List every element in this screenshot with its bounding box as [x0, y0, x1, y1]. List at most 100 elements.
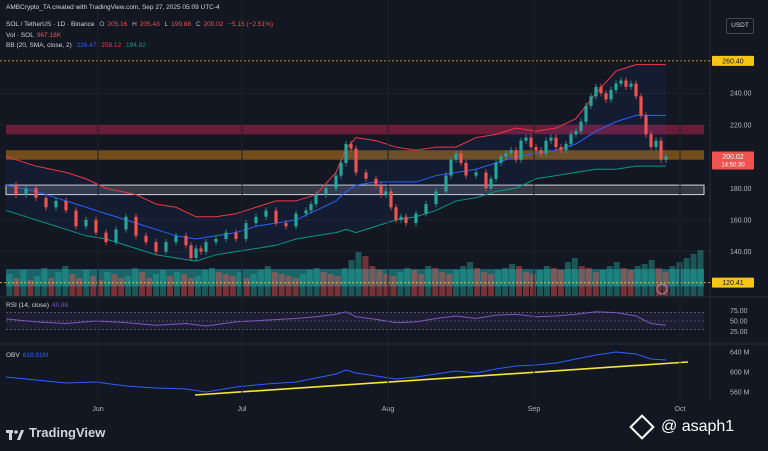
candle[interactable] — [464, 162, 468, 176]
candle[interactable] — [174, 235, 178, 243]
candle[interactable] — [569, 134, 573, 144]
candle[interactable] — [539, 150, 543, 154]
candle[interactable] — [324, 188, 328, 195]
candle[interactable] — [434, 191, 438, 205]
candle[interactable] — [394, 207, 398, 220]
candle[interactable] — [34, 188, 38, 198]
candle[interactable] — [379, 185, 383, 195]
candle[interactable] — [649, 134, 653, 148]
candle[interactable] — [44, 197, 48, 208]
tradingview-logo[interactable]: TradingView — [6, 425, 105, 440]
candle[interactable] — [504, 153, 508, 157]
candle[interactable] — [474, 172, 478, 176]
candle[interactable] — [374, 178, 378, 186]
candle[interactable] — [589, 96, 593, 106]
candle[interactable] — [104, 232, 108, 243]
candle[interactable] — [609, 90, 613, 100]
candle[interactable] — [494, 162, 498, 179]
candle[interactable] — [254, 216, 258, 224]
bb-lower-line[interactable] — [5, 165, 666, 262]
candle[interactable] — [334, 175, 338, 189]
candle[interactable] — [534, 147, 538, 151]
candle[interactable] — [644, 115, 648, 135]
candle[interactable] — [549, 137, 553, 141]
candle[interactable] — [194, 248, 198, 258]
support-zone[interactable] — [5, 184, 705, 196]
currency-button[interactable]: USDT — [726, 18, 754, 34]
candle[interactable] — [54, 200, 58, 208]
rsi-legend[interactable]: RSI (14, close) 40.88 — [6, 302, 69, 309]
resistance-zone[interactable] — [6, 124, 704, 135]
volume-zone[interactable] — [6, 269, 704, 287]
candle[interactable] — [264, 210, 268, 217]
candle[interactable] — [499, 156, 503, 163]
candle[interactable] — [574, 131, 578, 135]
candle[interactable] — [659, 140, 663, 160]
rsi-line[interactable] — [5, 311, 667, 327]
candle[interactable] — [524, 137, 528, 141]
candle[interactable] — [519, 140, 523, 160]
candle[interactable] — [274, 210, 278, 224]
candle[interactable] — [114, 229, 118, 243]
candle[interactable] — [344, 143, 348, 163]
candle[interactable] — [384, 191, 388, 195]
candle[interactable] — [14, 185, 18, 195]
candle[interactable] — [314, 194, 318, 205]
candle[interactable] — [559, 147, 563, 151]
price-tag[interactable] — [712, 55, 754, 66]
candle[interactable] — [544, 140, 548, 154]
candle[interactable] — [599, 86, 603, 94]
candle[interactable] — [154, 242, 158, 252]
candle[interactable] — [489, 178, 493, 189]
candle[interactable] — [459, 153, 463, 163]
candle[interactable] — [294, 213, 298, 227]
candle[interactable] — [629, 83, 633, 87]
candle[interactable] — [234, 232, 238, 239]
candle[interactable] — [84, 219, 88, 227]
candle[interactable] — [614, 83, 618, 91]
candle[interactable] — [124, 216, 128, 230]
candle[interactable] — [604, 93, 608, 100]
candle[interactable] — [444, 175, 448, 192]
candle[interactable] — [449, 159, 453, 176]
candle[interactable] — [579, 121, 583, 132]
candle[interactable] — [184, 235, 188, 246]
obv-trendline[interactable] — [194, 361, 689, 396]
candle[interactable] — [349, 143, 353, 149]
candle[interactable] — [584, 105, 588, 122]
candle[interactable] — [74, 210, 78, 227]
candle[interactable] — [664, 156, 668, 160]
candle[interactable] — [624, 80, 628, 87]
candle[interactable] — [564, 143, 568, 151]
candle[interactable] — [94, 219, 98, 233]
candle[interactable] — [309, 204, 313, 211]
candle[interactable] — [164, 242, 168, 252]
candle[interactable] — [189, 245, 193, 258]
candle[interactable] — [619, 80, 623, 84]
candle[interactable] — [214, 238, 218, 243]
candle[interactable] — [284, 223, 288, 227]
candle[interactable] — [144, 235, 148, 243]
symbol-label[interactable]: SOL / TetherUS · 1D · Binance — [6, 21, 95, 28]
candle[interactable] — [134, 216, 138, 236]
candle[interactable] — [199, 248, 203, 252]
candle[interactable] — [529, 137, 533, 148]
candle[interactable] — [404, 216, 408, 224]
candle[interactable] — [399, 216, 403, 220]
obv-line[interactable] — [5, 351, 667, 393]
candle[interactable] — [339, 162, 343, 176]
candle[interactable] — [554, 137, 558, 148]
price-tag[interactable] — [712, 277, 754, 288]
candle[interactable] — [364, 172, 368, 179]
candle[interactable] — [594, 86, 598, 97]
candle[interactable] — [24, 188, 28, 195]
candle[interactable] — [64, 200, 68, 211]
candle[interactable] — [454, 153, 458, 160]
candle[interactable] — [224, 232, 228, 239]
candle[interactable] — [639, 96, 643, 116]
candle[interactable] — [354, 148, 358, 173]
candle[interactable] — [244, 223, 248, 239]
candle[interactable] — [424, 204, 428, 214]
candle[interactable] — [484, 172, 488, 189]
